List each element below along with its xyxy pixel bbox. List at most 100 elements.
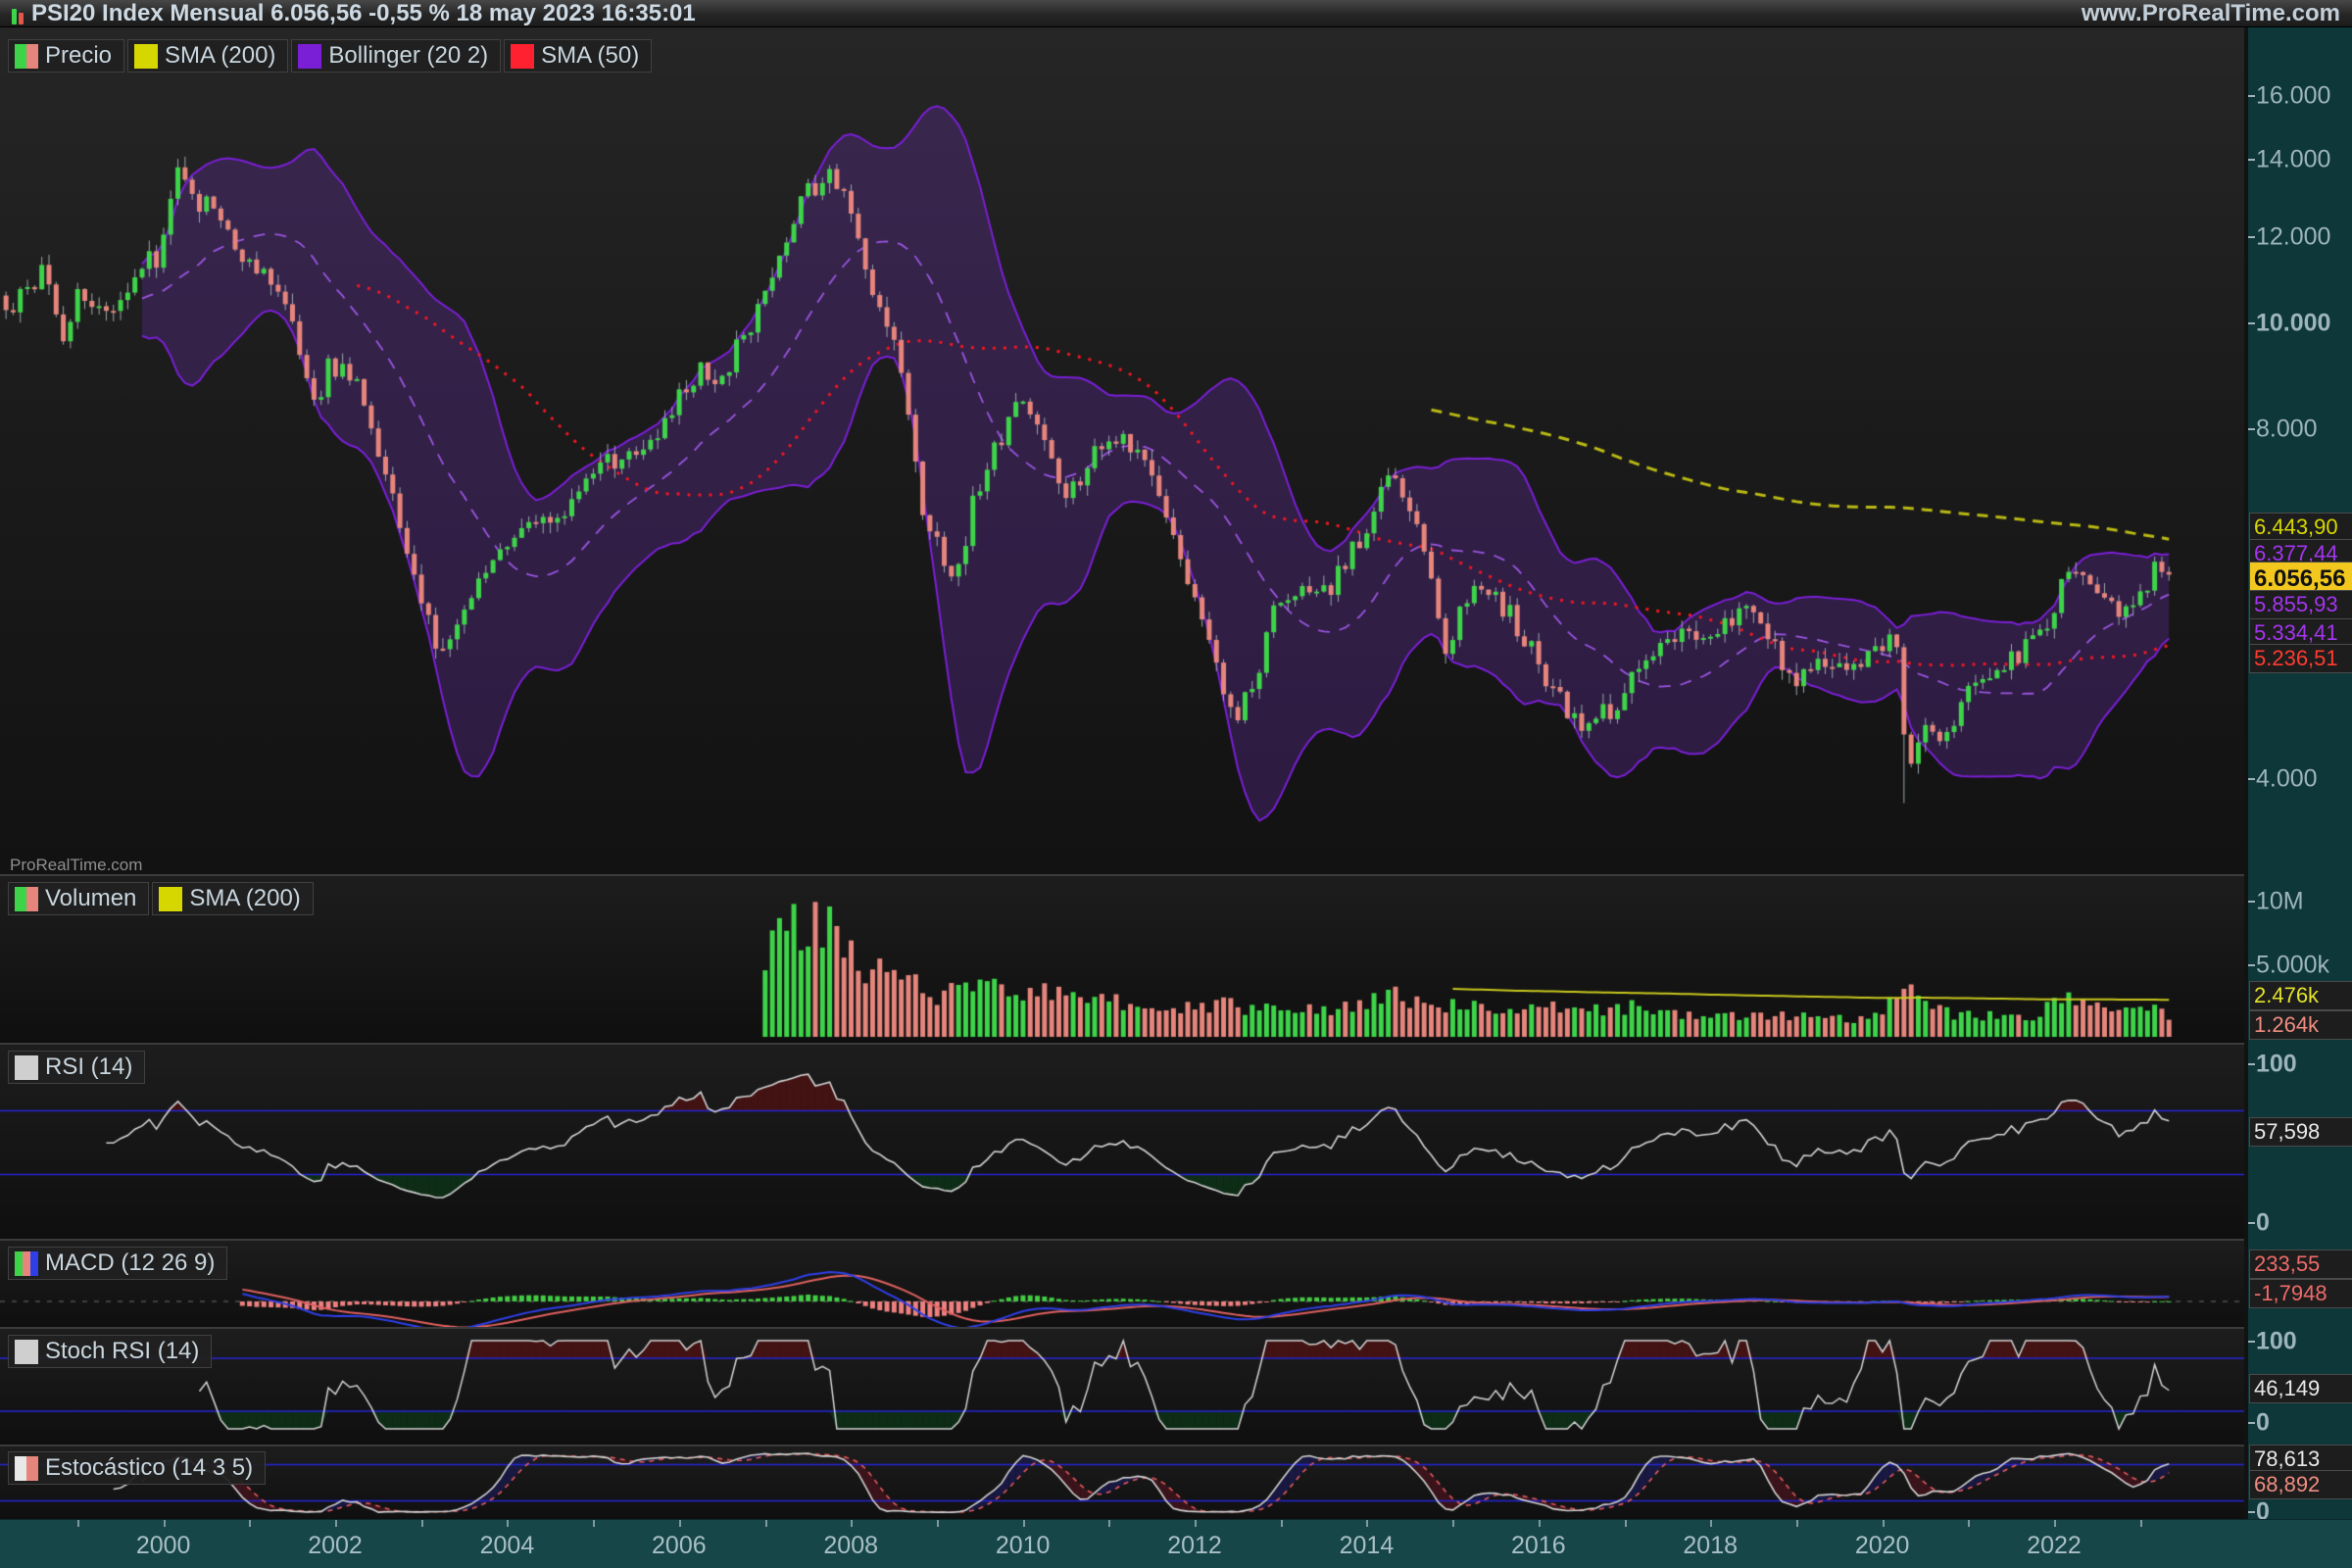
rsi-legend: RSI (14)	[8, 1051, 146, 1084]
year-tickmark	[249, 1520, 252, 1527]
year-tickmark	[1968, 1520, 1971, 1527]
price-level-label: 46,149	[2249, 1374, 2352, 1403]
year-label: 2002	[308, 1532, 363, 1559]
year-tickmark	[507, 1520, 510, 1527]
scale-tick: 10.000	[2256, 309, 2331, 337]
year-label: 2010	[995, 1532, 1051, 1559]
year-label: 2020	[1854, 1532, 1910, 1559]
legend-item-bollinger-20-2[interactable]: Bollinger (20 2)	[291, 39, 502, 73]
year-tickmark	[1108, 1520, 1111, 1527]
scale-tick: 100	[2256, 1327, 2297, 1355]
time-axis[interactable]: 2000 2002 2004 2006 2008 2010 2012 2014 2016 2018…	[0, 1519, 2352, 1568]
scale-tick: 0	[2256, 1208, 2270, 1237]
volume-chart-canvas[interactable]	[0, 876, 2244, 1043]
panel-divider[interactable]	[0, 874, 2244, 876]
chart-title: PSI20 Index Mensual 6.056,56 -0,55 % 18 …	[31, 0, 696, 26]
year-tickmark	[678, 1520, 681, 1527]
scale-tickmark	[2248, 778, 2255, 780]
stochastic-chart-canvas[interactable]	[0, 1446, 2244, 1519]
candle-swatch-icon	[15, 886, 38, 911]
sma200-swatch-icon	[159, 886, 183, 911]
year-tickmark	[1795, 1520, 1798, 1527]
legend-item-precio[interactable]: Precio	[8, 39, 125, 73]
year-tickmark	[1022, 1520, 1025, 1527]
price-level-label: 1.264k	[2249, 1010, 2352, 1040]
scale-tick: 14.000	[2256, 145, 2331, 173]
panel-divider[interactable]	[0, 1043, 2244, 1045]
legend-label: SMA (200)	[165, 42, 276, 69]
legend-item-sma-200[interactable]: SMA (200)	[152, 882, 314, 915]
panel-divider[interactable]	[0, 1239, 2244, 1241]
year-tickmark	[2054, 1520, 2057, 1527]
legend-label: Volumen	[45, 885, 137, 911]
scale-tickmark	[2248, 159, 2255, 161]
white-swatch-icon	[15, 1339, 38, 1364]
scale-tickmark	[2248, 1511, 2255, 1513]
scale-tick: 4.000	[2256, 764, 2318, 793]
price-level-label: 6.443,90	[2249, 513, 2352, 542]
year-tickmark	[851, 1520, 854, 1527]
year-tickmark	[936, 1520, 939, 1527]
panel-divider[interactable]	[0, 1327, 2244, 1329]
stoch-rsi-chart-canvas[interactable]	[0, 1329, 2244, 1445]
rsi-chart-canvas[interactable]	[0, 1045, 2244, 1239]
scale-tick: 12.000	[2256, 222, 2331, 251]
legend-item-stoch-rsi-14[interactable]: Stoch RSI (14)	[8, 1335, 213, 1368]
legend-label: MACD (12 26 9)	[45, 1250, 216, 1276]
scale-tickmark	[2248, 901, 2255, 903]
year-label: 2006	[652, 1532, 707, 1559]
price-level-label: 5.855,93	[2249, 590, 2352, 619]
scale-tickmark	[2248, 1222, 2255, 1224]
legend-item-volumen[interactable]: Volumen	[8, 882, 150, 915]
legend-item-macd-12-26-9[interactable]: MACD (12 26 9)	[8, 1247, 228, 1280]
macd-legend: MACD (12 26 9)	[8, 1247, 228, 1280]
legend-label: Stoch RSI (14)	[45, 1338, 200, 1364]
price-level-label: -1,7948	[2249, 1279, 2352, 1308]
year-tickmark	[1624, 1520, 1627, 1527]
candle-swatch-icon	[15, 43, 38, 69]
scale-tickmark	[2248, 1422, 2255, 1424]
price-level-label: 5.334,41	[2249, 618, 2352, 648]
year-label: 2014	[1339, 1532, 1395, 1559]
price-legend: Precio SMA (200) Bollinger (20 2) SMA (50)	[8, 39, 653, 73]
panel-divider[interactable]	[0, 1445, 2244, 1446]
stoch-rsi-legend: Stoch RSI (14)	[8, 1335, 213, 1368]
year-tickmark	[1538, 1520, 1541, 1527]
scale-tick: 100	[2256, 1050, 2297, 1078]
legend-item-sma-200[interactable]: SMA (200)	[127, 39, 289, 73]
scale-tick: 5.000k	[2256, 951, 2330, 979]
watermark: ProRealTime.com	[10, 856, 143, 874]
year-tickmark	[1195, 1520, 1198, 1527]
legend-label: RSI (14)	[45, 1054, 133, 1080]
price-level-label: 2.476k	[2249, 981, 2352, 1010]
year-label: 2016	[1511, 1532, 1566, 1559]
scale-tick: 0	[2256, 1497, 2270, 1526]
scale-tick: 10M	[2256, 887, 2304, 915]
scale-tickmark	[2248, 322, 2255, 324]
scale-tickmark	[2248, 1063, 2255, 1065]
macd-chart-canvas[interactable]	[0, 1241, 2244, 1327]
scale-tick: 0	[2256, 1408, 2270, 1437]
legend-label: Bollinger (20 2)	[328, 42, 489, 69]
scale-tickmark	[2248, 236, 2255, 238]
legend-item-rsi-14[interactable]: RSI (14)	[8, 1051, 146, 1084]
macd-swatch-icon	[15, 1250, 38, 1276]
price-scale-column[interactable]: 16.000 14.000 12.000 10.000 8.000 4.000 10M 5.0…	[2244, 27, 2352, 1526]
year-tickmark	[163, 1520, 166, 1527]
year-tickmark	[2139, 1520, 2142, 1527]
legend-label: Precio	[45, 42, 113, 69]
year-tickmark	[335, 1520, 338, 1527]
prorealtime-link[interactable]: www.ProRealTime.com	[2081, 0, 2340, 26]
legend-item-sma-50[interactable]: SMA (50)	[504, 39, 653, 73]
scale-tickmark	[2248, 1341, 2255, 1343]
scale-tickmark	[2248, 964, 2255, 966]
year-tickmark	[1452, 1520, 1455, 1527]
last-price-label: 6.056,56	[2249, 562, 2352, 597]
year-tickmark	[764, 1520, 767, 1527]
legend-item-estoc-stico-14-3-5[interactable]: Estocástico (14 3 5)	[8, 1451, 267, 1485]
year-label: 2004	[479, 1532, 535, 1559]
price-chart-canvas[interactable]	[0, 27, 2244, 874]
header-bar: PSI20 Index Mensual 6.056,56 -0,55 % 18 …	[0, 0, 2352, 27]
scale-tickmark	[2248, 428, 2255, 430]
price-level-label: 233,55	[2249, 1250, 2352, 1279]
